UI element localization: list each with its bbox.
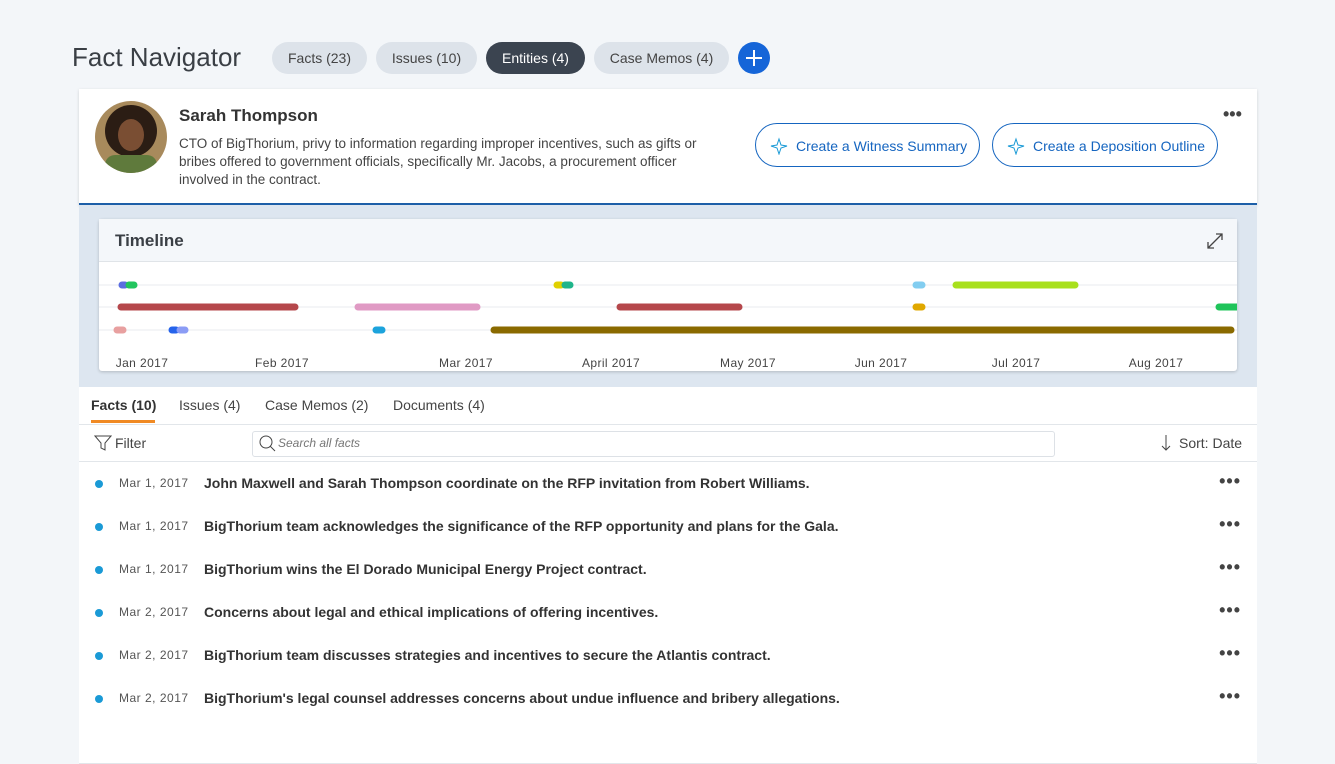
fact-row[interactable]: Mar 1, 2017 BigThorium wins the El Dorado… <box>79 548 1257 592</box>
fact-date: Mar 1, 2017 <box>119 562 189 576</box>
tab[interactable]: Facts (23) <box>272 42 367 74</box>
timeline-header <box>99 219 1237 262</box>
fact-dot <box>95 523 103 531</box>
fact-text: BigThorium wins the El Dorado Municipal … <box>204 561 647 577</box>
more-menu[interactable]: ••• <box>1219 643 1241 663</box>
fact-text: John Maxwell and Sarah Thompson coordina… <box>204 475 810 491</box>
fact-date: Mar 1, 2017 <box>119 519 189 533</box>
month-label: April 2017 <box>581 356 641 370</box>
month-label: Feb 2017 <box>255 356 309 370</box>
page-title: Fact Navigator <box>72 42 242 72</box>
detail-tabs <box>79 387 1257 425</box>
month-label: Mar 2017 <box>439 356 493 370</box>
fact-date: Mar 1, 2017 <box>119 476 189 490</box>
fact-text: BigThorium's legal counsel addresses con… <box>204 690 840 706</box>
deposition-outline-button[interactable]: Create a Deposition Outline <box>992 123 1218 167</box>
month-label: May 2017 <box>720 356 776 370</box>
month-label: Jan 2017 <box>115 356 169 370</box>
fact-dot <box>95 480 103 488</box>
more-menu[interactable]: ••• <box>1219 686 1241 706</box>
fact-date: Mar 2, 2017 <box>119 605 189 619</box>
fact-row[interactable]: Mar 2, 2017 BigThorium team discusses str… <box>79 634 1257 678</box>
sort-icon <box>1161 435 1171 451</box>
more-menu[interactable]: ••• <box>1219 514 1241 534</box>
search-box[interactable] <box>252 431 1055 457</box>
tab-active[interactable]: Entities (4) <box>486 42 585 74</box>
entity-name: Sarah Thompson <box>179 106 318 125</box>
timeline-chart <box>99 281 1237 334</box>
more-menu[interactable]: ••• <box>1219 471 1241 491</box>
fact-row[interactable]: Mar 2, 2017 BigThorium's legal counsel ad… <box>79 677 1257 721</box>
fact-date: Mar 2, 2017 <box>119 691 189 705</box>
more-menu[interactable]: ••• <box>1219 600 1241 620</box>
month-label: Jun 2017 <box>854 356 908 370</box>
fact-row <box>79 720 1257 764</box>
detail-tab-active[interactable]: Facts (10) <box>91 397 157 413</box>
sort-button[interactable]: Sort: Date <box>1179 435 1243 451</box>
search-icon <box>259 435 276 452</box>
detail-tab[interactable]: Documents (4) <box>393 397 485 413</box>
entity-description: CTO of BigThorium, privy to information … <box>179 136 697 187</box>
active-underline <box>91 420 155 423</box>
fact-dot <box>95 652 103 660</box>
filter-button[interactable]: Filter <box>115 435 147 451</box>
search-placeholder: Search all facts <box>278 436 361 450</box>
fact-text: BigThorium team acknowledges the signifi… <box>204 518 839 534</box>
fact-text: BigThorium team discusses strategies and… <box>204 647 771 663</box>
fact-row[interactable]: Mar 1, 2017 BigThorium team acknowledges … <box>79 505 1257 549</box>
fact-date: Mar 2, 2017 <box>119 648 189 662</box>
fact-row[interactable]: Mar 1, 2017 John Maxwell and Sarah Thomps… <box>79 462 1257 506</box>
month-label: Aug 2017 <box>1128 356 1184 370</box>
button-label: Create a Witness Summary <box>796 138 968 154</box>
fact-row[interactable]: Mar 2, 2017 Concerns about legal and ethi… <box>79 591 1257 635</box>
filter-icon <box>94 435 112 451</box>
expand-button[interactable] <box>1205 231 1225 251</box>
add-button[interactable] <box>738 42 770 74</box>
detail-tab[interactable]: Issues (4) <box>179 397 241 413</box>
more-menu[interactable]: ••• <box>1219 557 1241 577</box>
witness-summary-button[interactable]: Create a Witness Summary <box>755 123 980 167</box>
timeline-title: Timeline <box>115 231 184 250</box>
button-label: Create a Deposition Outline <box>1033 138 1205 154</box>
more-menu[interactable]: ••• <box>1223 104 1242 124</box>
fact-dot <box>95 609 103 617</box>
detail-tab[interactable]: Case Memos (2) <box>265 397 369 413</box>
tab[interactable]: Case Memos (4) <box>594 42 729 74</box>
fact-dot <box>95 695 103 703</box>
tab[interactable]: Issues (10) <box>376 42 477 74</box>
month-label: Jul 2017 <box>991 356 1041 370</box>
fact-dot <box>95 566 103 574</box>
fact-text: Concerns about legal and ethical implica… <box>204 604 659 620</box>
page: Fact Navigator Facts (23) Issues (10) En… <box>72 42 1257 764</box>
avatar <box>95 101 167 173</box>
